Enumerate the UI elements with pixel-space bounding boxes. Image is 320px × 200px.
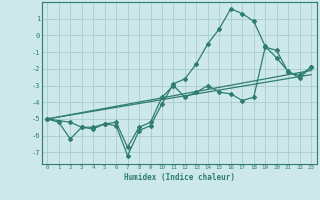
X-axis label: Humidex (Indice chaleur): Humidex (Indice chaleur) (124, 173, 235, 182)
